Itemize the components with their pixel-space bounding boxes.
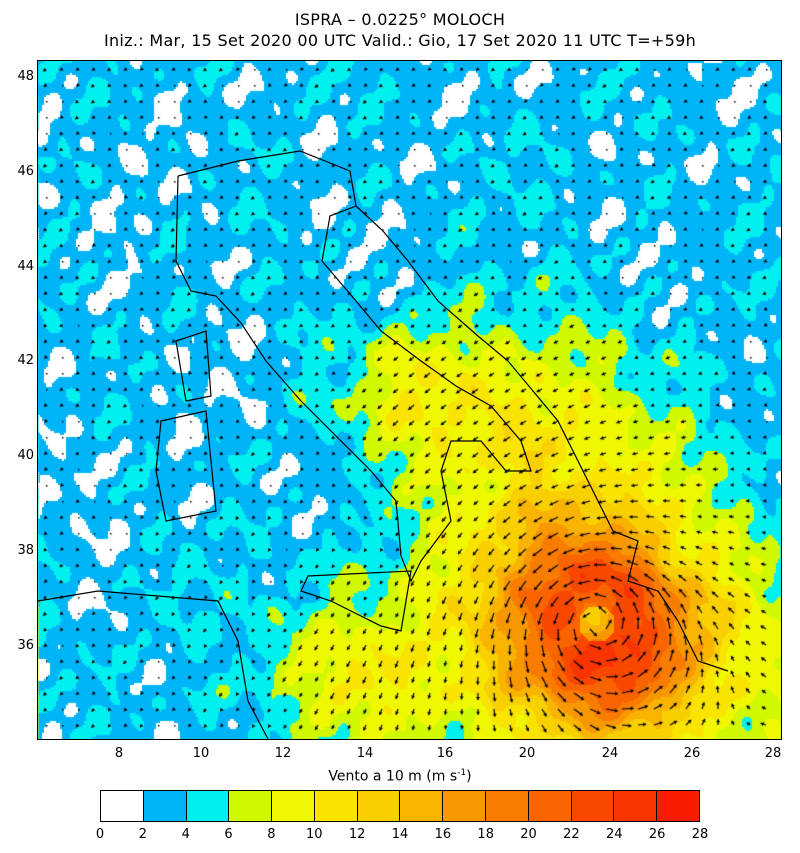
colorbar-label: 14 [391,827,409,842]
colorbar-bin [272,791,315,821]
colorbar-label: 8 [267,827,276,842]
colorbar-label: 10 [306,827,323,842]
lon-label: 10 [192,746,210,761]
colorbar-label: 2 [138,827,147,842]
colorbar-title-exponent: -1 [457,768,467,778]
colorbar-bin [143,791,187,821]
lat-label: 38 [17,543,34,558]
colorbar-label: 12 [348,827,366,842]
corsica-coast [175,330,212,402]
colorbar-label: 24 [606,827,623,842]
colorbar-label: 18 [477,827,494,842]
wind-speed-field [38,61,781,739]
lon-label: 8 [114,746,124,761]
colorbar-bin [571,791,615,821]
lat-label: 48 [17,69,34,84]
lon-label: 26 [683,746,701,761]
colorbar-bin [186,791,230,821]
colorbar-bin [229,791,273,821]
lat-label: 40 [17,448,34,463]
sardinia-coast [155,410,217,522]
colorbar-bin [486,791,529,821]
wind-map [37,60,782,740]
lat-label: 44 [17,259,34,274]
lon-label: 14 [356,746,374,761]
colorbar-bin [614,791,658,821]
colorbar-bin [101,791,144,821]
colorbar-label: 6 [224,827,233,842]
colorbar-label: 4 [181,827,190,842]
lon-label: 28 [764,746,782,761]
map-title: ISPRA – 0.0225° MOLOCH [294,10,506,29]
lon-label: 12 [274,746,292,761]
colorbar-bin [443,791,487,821]
colorbar-title: Vento a 10 m (m s-1) [0,768,800,785]
colorbar [100,790,700,822]
colorbar-label: 28 [691,827,709,842]
lon-label: 20 [518,746,536,761]
colorbar-bin [400,791,444,821]
colorbar-label: 0 [95,827,105,842]
lat-label: 42 [17,353,34,368]
colorbar-label: 20 [520,827,537,842]
lon-label: 24 [601,746,619,761]
colorbar-label: 16 [434,827,452,842]
colorbar-bin [314,791,358,821]
sicily-coast [300,570,412,632]
colorbar-bin [357,791,401,821]
coastlines [38,150,729,739]
colorbar-title-text: Vento a 10 m (m s [328,768,458,785]
africa-coast [38,590,269,739]
colorbar-title-end: ) [466,768,472,785]
colorbar-label: 22 [563,827,580,842]
lat-label: 46 [17,164,34,179]
lat-label: 36 [17,638,34,653]
colorbar-bin [528,791,572,821]
balkan-coast [355,205,729,672]
map-subtitle: Iniz.: Mar, 15 Set 2020 00 UTC Valid.: G… [103,31,697,50]
colorbar-label: 26 [648,827,666,842]
italy-coast [175,150,532,583]
lon-label: 16 [436,746,454,761]
colorbar-bin [657,791,699,821]
